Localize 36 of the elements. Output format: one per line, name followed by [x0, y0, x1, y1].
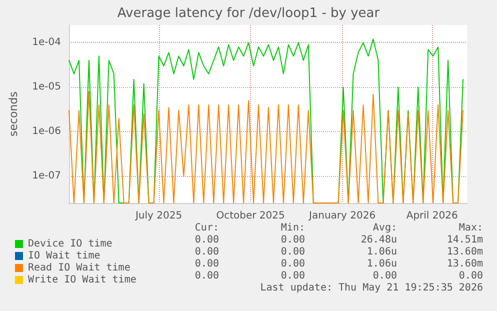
- text: 0.00: [194, 258, 219, 270]
- text: Cur:: [194, 222, 219, 234]
- text: 0.00: [194, 234, 219, 246]
- text: Max:: [458, 222, 483, 234]
- text: 0.00: [280, 234, 305, 246]
- text: Min:: [280, 222, 305, 234]
- legend-label: Read IO Wait time: [28, 262, 130, 274]
- text: 1.06u: [366, 246, 397, 258]
- text: Last update: Thu May 21 19:25:35 2026: [260, 282, 483, 294]
- x-tick-label: January 2026: [308, 210, 376, 222]
- text: 0.00: [280, 258, 305, 270]
- text: 0.00: [280, 246, 305, 258]
- y-axis-title: seconds: [7, 91, 20, 136]
- text: 0.00: [372, 270, 397, 282]
- text: 13.60m: [446, 258, 483, 270]
- y-tick-label: 1e-04: [32, 37, 61, 48]
- text: Avg:: [372, 222, 397, 234]
- x-tick-label: April 2026: [406, 210, 458, 222]
- legend-label: IO Wait time: [28, 250, 100, 262]
- text: 0.00: [194, 270, 219, 282]
- y-tick-label: 1e-07: [32, 170, 61, 182]
- legend-label: Write IO Wait time: [28, 274, 136, 286]
- chart-title: Average latency for /dev/loop1 - by year: [117, 6, 380, 21]
- legend-label: Device IO time: [28, 238, 112, 250]
- x-tick-label: October 2025: [216, 210, 285, 222]
- y-tick-label: 1e-06: [32, 126, 61, 138]
- y-tick-label: 1e-05: [32, 82, 61, 93]
- text: 0.00: [458, 270, 483, 282]
- text: 0.00: [194, 246, 219, 258]
- text: 0.00: [280, 270, 305, 282]
- text: 26.48u: [360, 234, 397, 246]
- text: 1.06u: [366, 258, 397, 270]
- x-tick-label: July 2025: [134, 210, 182, 222]
- line-series: [68, 91, 464, 204]
- text: 13.60m: [446, 246, 483, 258]
- text: 14.51m: [446, 234, 483, 246]
